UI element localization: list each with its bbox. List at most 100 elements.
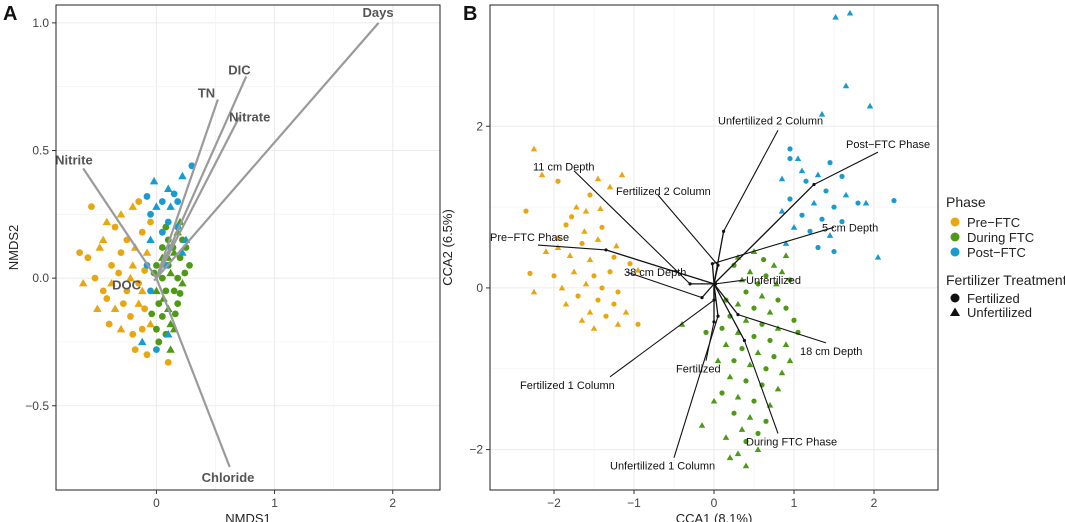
legend-treatment-item: Fertilized — [950, 291, 1020, 306]
data-point-triangle — [107, 278, 116, 287]
data-point-circle — [755, 281, 761, 287]
vector-days — [155, 22, 380, 279]
data-point-triangle — [78, 278, 88, 287]
panel-b-x-axis-title: CCA1 (8.1%) — [676, 511, 753, 522]
data-point-circle — [138, 228, 146, 236]
vector-label: During FTC Phase — [746, 436, 837, 448]
data-point-triangle — [606, 183, 614, 190]
legend-circle-swatch — [950, 293, 960, 303]
data-point-circle — [755, 430, 761, 437]
data-point-circle — [164, 218, 172, 226]
legend-triangle-swatch — [950, 307, 960, 316]
data-point-circle — [88, 203, 95, 211]
vector-leader-line — [673, 316, 719, 458]
panel-a-plot-area — [56, 5, 440, 490]
data-point-triangle — [842, 191, 850, 198]
data-point-triangle — [746, 268, 754, 275]
data-point-circle — [823, 188, 829, 194]
data-point-circle — [155, 300, 163, 308]
vector-label: 18 cm Depth — [800, 346, 862, 358]
panel-a-y-tick-label: −0.5 — [25, 399, 49, 413]
data-point-triangle — [842, 82, 850, 89]
panel-a-y-axis-title: NMDS2 — [6, 225, 21, 271]
data-point-circle — [148, 310, 156, 318]
data-point-circle — [831, 248, 837, 255]
data-point-circle — [119, 300, 127, 308]
data-point-triangle — [570, 268, 578, 275]
data-point-circle — [141, 305, 149, 313]
data-point-circle — [575, 293, 581, 299]
data-point-circle — [176, 254, 184, 262]
data-point-circle — [611, 254, 617, 260]
vector-leader-line — [723, 130, 779, 232]
data-point-triangle — [138, 286, 147, 295]
data-point-circle — [827, 160, 833, 166]
data-point-triangle — [530, 288, 538, 295]
vector-label: 11 cm Depth — [533, 162, 595, 174]
data-point-triangle — [116, 324, 126, 333]
data-point-circle — [595, 297, 601, 303]
panel-b-x-tick-label: −2 — [547, 496, 561, 510]
panel-b-y-tick-label: −2 — [469, 443, 483, 457]
data-point-circle — [791, 317, 797, 323]
data-point-circle — [787, 277, 793, 283]
data-point-triangle — [597, 205, 604, 212]
data-point-circle — [153, 346, 160, 354]
data-point-triangle — [166, 202, 175, 210]
data-point-triangle — [634, 266, 642, 273]
vector-label-tn: TN — [198, 85, 215, 100]
data-point-triangle — [152, 202, 161, 210]
vector-label-nitrite: Nitrite — [55, 152, 93, 167]
panel-a-x-tick-label: 1 — [271, 496, 278, 510]
data-point-circle — [743, 438, 749, 445]
legend: Phase Pre−FTC During FTC Post−FTC Fertil… — [946, 194, 1065, 320]
data-point-triangle — [782, 341, 790, 347]
data-point-circle — [839, 173, 845, 179]
data-point-triangle — [126, 273, 135, 282]
data-point-circle — [181, 269, 189, 277]
vector-leader-line — [657, 194, 719, 266]
data-point-triangle — [562, 300, 570, 307]
data-point-circle — [751, 398, 757, 404]
vector-arrow — [711, 263, 715, 284]
vector-label-doc: DOC — [112, 278, 141, 293]
vector-label: Fertilized — [676, 364, 721, 376]
legend-post-ftc-swatch — [950, 247, 960, 257]
data-point-circle — [807, 228, 813, 234]
data-point-circle — [105, 320, 113, 328]
vector-dic — [155, 76, 248, 279]
data-point-circle — [135, 198, 143, 205]
data-point-circle — [138, 325, 146, 333]
data-point-triangle — [773, 280, 780, 287]
data-point-triangle — [590, 325, 598, 331]
data-point-triangle — [778, 175, 786, 182]
data-point-triangle — [798, 167, 806, 174]
data-point-triangle — [814, 171, 822, 178]
data-point-triangle — [754, 349, 762, 356]
vector-arrow — [713, 283, 719, 317]
data-point-triangle — [742, 462, 750, 469]
legend-phase-item: Post−FTC — [950, 245, 1026, 260]
panel-a-x-axis-title: NMDS1 — [225, 511, 271, 522]
data-point-triangle — [573, 203, 580, 210]
vector-label: Unfertilized 2 Column — [718, 115, 823, 127]
data-point-circle — [174, 198, 182, 205]
vector-leader-line — [715, 279, 747, 285]
data-point-triangle — [163, 184, 173, 192]
data-point-triangle — [734, 329, 742, 335]
legend-pre-ftc-label: Pre−FTC — [967, 215, 1020, 230]
data-point-triangle — [710, 397, 718, 404]
data-point-circle — [129, 330, 137, 338]
data-point-circle — [158, 244, 166, 251]
data-point-circle — [131, 346, 139, 354]
data-point-triangle — [770, 262, 778, 268]
data-point-triangle — [790, 224, 798, 230]
data-point-circle — [775, 297, 781, 303]
data-point-triangle — [586, 256, 594, 263]
vector-leader-line — [609, 299, 715, 378]
data-point-circle — [147, 287, 154, 295]
data-point-triangle — [726, 454, 734, 461]
vector-label: 38 cm Depth — [624, 267, 686, 279]
panel-b-x-tick-label: 1 — [791, 496, 798, 510]
data-point-triangle — [734, 393, 742, 400]
